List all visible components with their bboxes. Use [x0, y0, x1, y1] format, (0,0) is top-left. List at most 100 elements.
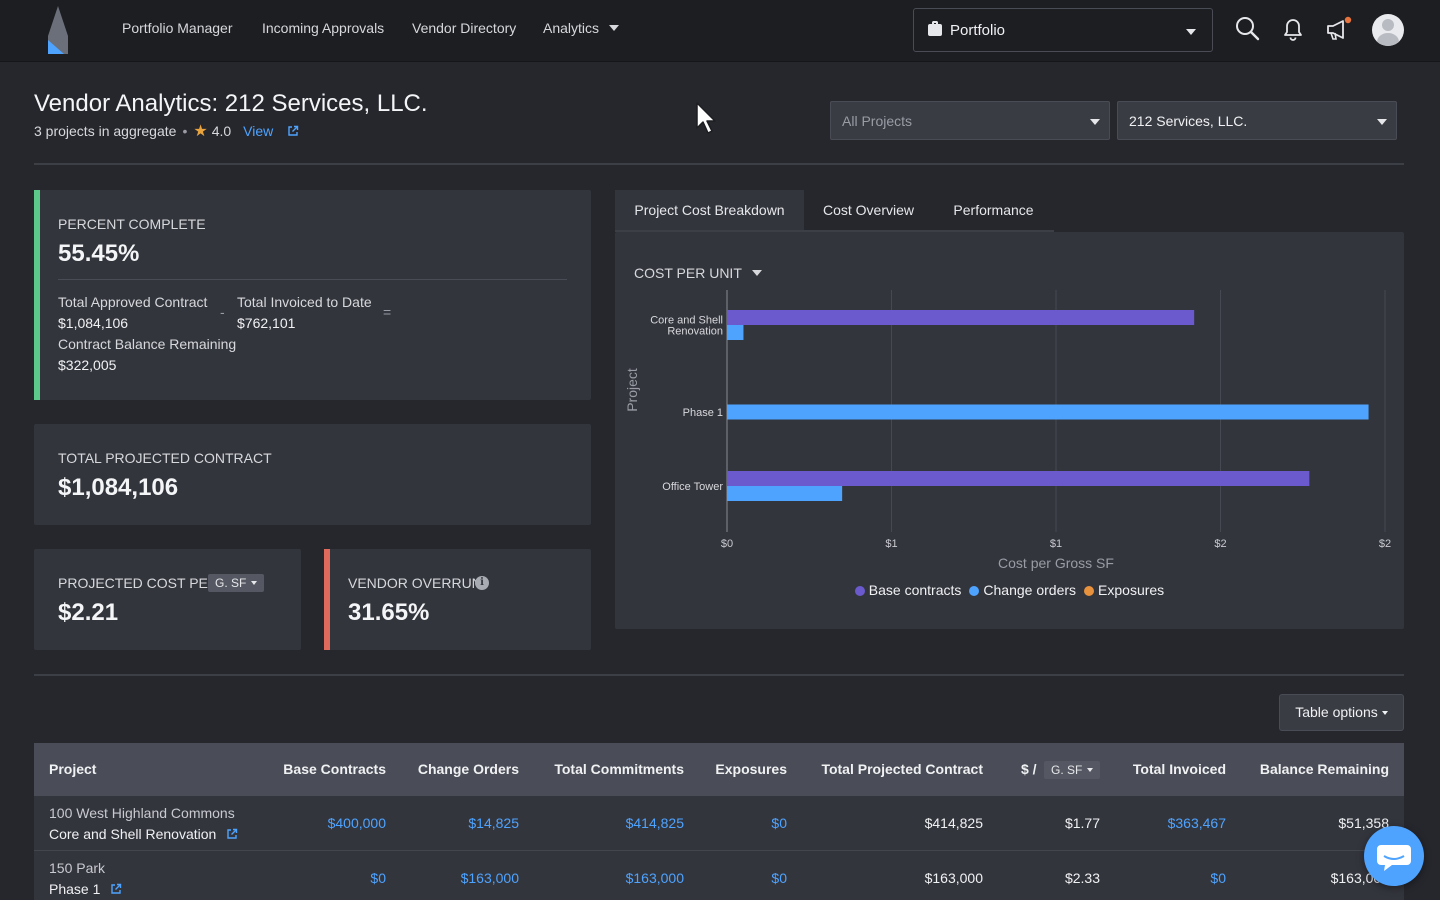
y-axis-label: Project: [624, 368, 640, 412]
table-row[interactable]: 100 West Highland Commons Core and Shell …: [34, 796, 1404, 851]
legend-item[interactable]: Base contracts: [854, 582, 961, 598]
col-base-contracts[interactable]: Base Contracts: [283, 761, 386, 777]
tab-cost-overview[interactable]: Cost Overview: [822, 202, 915, 218]
nav-incoming-approvals[interactable]: Incoming Approvals: [262, 20, 385, 36]
cell-total-commitments[interactable]: $163,000: [625, 870, 684, 886]
bar-change-orders: [727, 486, 843, 501]
col-total-invoiced[interactable]: Total Invoiced: [1132, 761, 1226, 777]
bell-icon[interactable]: [1278, 14, 1308, 44]
project-count: 3 projects in aggregate: [34, 123, 177, 139]
cell-base-contracts[interactable]: $400,000: [327, 815, 386, 831]
invoiced-value: $762,101: [237, 315, 296, 331]
chart-metric-label: COST PER UNIT: [634, 265, 742, 281]
megaphone-icon[interactable]: [1323, 14, 1353, 44]
vendor-rating: 4.0: [211, 123, 232, 139]
cell-total-invoiced[interactable]: $363,467: [1167, 815, 1226, 831]
cell-exposures[interactable]: $0: [771, 870, 787, 886]
cell-total-invoiced[interactable]: $0: [1210, 870, 1226, 886]
x-axis-label: Cost per Gross SF: [998, 555, 1114, 571]
chevron-down-icon: [751, 270, 762, 276]
unit-select[interactable]: G. SF: [1044, 761, 1101, 779]
divider: [34, 674, 1404, 676]
info-icon[interactable]: i: [475, 576, 489, 590]
legend-swatch: [1084, 586, 1095, 596]
unit-select-label: G. SF: [215, 576, 247, 590]
card-value: 55.45%: [58, 240, 140, 267]
nav-analytics[interactable]: Analytics: [543, 20, 620, 36]
app-logo[interactable]: [46, 6, 70, 54]
vendor-filter-value: 212 Services, LLC.: [1129, 113, 1248, 129]
divider: [34, 163, 1404, 165]
y-tick-label: Renovation: [667, 326, 723, 338]
legend-swatch: [854, 586, 865, 596]
view-vendor-link[interactable]: View: [243, 123, 299, 139]
project-phase: Phase 1: [49, 881, 101, 897]
projected-cost-per-card: PROJECTED COST PER G. SF $2.21: [34, 549, 301, 650]
cell-cost-per: $1.77: [1064, 815, 1100, 831]
cell-total-commitments[interactable]: $414,825: [625, 815, 684, 831]
approved-contract-value: $1,084,106: [58, 315, 129, 331]
project-name: 100 West Highland Commons: [49, 805, 235, 821]
balance-value: $322,005: [58, 357, 117, 373]
cell-cost-per: $2.33: [1064, 870, 1100, 886]
bar-base-contracts: [727, 310, 1195, 325]
chart-legend: Base contracts Change orders Exposures: [615, 582, 1404, 598]
separator-dot: •: [182, 123, 188, 139]
col-change-orders[interactable]: Change Orders: [417, 761, 519, 777]
chevron-down-icon: [1087, 768, 1094, 772]
table-options-button[interactable]: Table options: [1279, 694, 1404, 731]
vendor-filter-select[interactable]: 212 Services, LLC.: [1117, 101, 1397, 140]
card-label: PERCENT COMPLETE: [58, 216, 206, 232]
y-tick-label: Office Tower: [662, 481, 723, 493]
col-exposures[interactable]: Exposures: [715, 761, 787, 777]
chart-panel: COST PER UNIT $0 $1 $1 $2 $2 Core and Shell Re…: [615, 232, 1404, 629]
project-phase-link[interactable]: Core and Shell Renovation: [49, 826, 238, 842]
chevron-down-icon: [609, 25, 620, 31]
cell-base-contracts[interactable]: $0: [370, 870, 386, 886]
equals-sign: =: [383, 304, 392, 320]
project-filter-value: All Projects: [842, 113, 913, 129]
project-phase-link[interactable]: Phase 1: [49, 881, 122, 897]
legend-item[interactable]: Change orders: [969, 582, 1076, 598]
star-icon: ★: [193, 123, 208, 140]
cell-total-projected: $163,000: [924, 870, 983, 886]
card-value: $2.21: [58, 599, 119, 626]
percent-complete-card: PERCENT COMPLETE 55.45% Total Approved C…: [34, 190, 591, 400]
external-link-icon: [288, 125, 299, 136]
tab-performance[interactable]: Performance: [953, 202, 1034, 218]
nav-vendor-directory[interactable]: Vendor Directory: [412, 20, 517, 36]
col-project[interactable]: Project: [49, 761, 97, 777]
tab-project-cost-breakdown[interactable]: Project Cost Breakdown: [615, 190, 804, 232]
unit-select[interactable]: G. SF: [208, 574, 265, 592]
chart-metric-select[interactable]: COST PER UNIT: [634, 265, 762, 281]
approved-contract-label: Total Approved Contract: [58, 294, 208, 310]
card-value: 31.65%: [348, 599, 430, 626]
card-label: PROJECTED COST PER: [58, 575, 218, 591]
project-filter-select[interactable]: All Projects: [830, 101, 1110, 140]
col-balance-remaining[interactable]: Balance Remaining: [1259, 761, 1389, 777]
user-avatar[interactable]: [1372, 14, 1404, 46]
cell-balance-remaining: $51,358: [1338, 815, 1389, 831]
y-tick-label: Phase 1: [683, 407, 723, 419]
legend-swatch: [969, 586, 980, 596]
cell-change-orders[interactable]: $14,825: [468, 815, 519, 831]
col-total-commitments[interactable]: Total Commitments: [554, 761, 684, 777]
cell-total-projected: $414,825: [924, 815, 983, 831]
invoiced-label: Total Invoiced to Date: [237, 294, 372, 310]
nav-portfolio-manager[interactable]: Portfolio Manager: [122, 20, 233, 36]
legend-item[interactable]: Exposures: [1084, 582, 1164, 598]
top-navbar: Portfolio Manager Incoming Approvals Ven…: [0, 0, 1440, 62]
col-cost-per[interactable]: $ /: [1021, 761, 1037, 777]
table-row[interactable]: 150 Park Phase 1 $0 $163,000 $163,000 $0 $163,…: [34, 851, 1404, 900]
chevron-down-icon: [1186, 29, 1196, 35]
chevron-down-icon: [1090, 119, 1100, 125]
portfolio-select[interactable]: Portfolio: [913, 8, 1213, 52]
search-icon[interactable]: [1233, 14, 1263, 44]
x-tick-label: $2: [1379, 538, 1391, 550]
cell-change-orders[interactable]: $163,000: [460, 870, 519, 886]
chat-button[interactable]: [1364, 826, 1424, 886]
cell-exposures[interactable]: $0: [771, 815, 787, 831]
card-label: TOTAL PROJECTED CONTRACT: [58, 450, 272, 466]
col-total-projected-contract[interactable]: Total Projected Contract: [821, 761, 983, 777]
